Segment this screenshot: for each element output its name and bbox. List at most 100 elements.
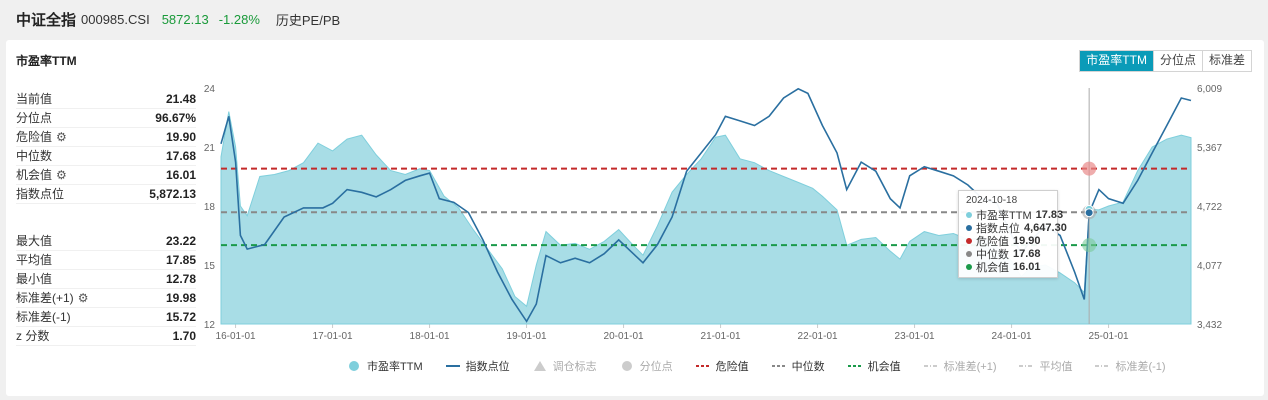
stat-row: 最大值 23.22 — [16, 232, 196, 251]
tooltip-dot-icon — [966, 237, 972, 244]
tab-percentile[interactable]: 分位点 — [1152, 51, 1202, 71]
stat-value: 15.72 — [165, 310, 196, 324]
stat-row: 最小值 12.78 — [16, 270, 196, 289]
stat-row: 平均值 17.85 — [16, 251, 196, 270]
legend-swatch-icon — [445, 365, 460, 367]
legend-item[interactable]: 机会值 — [847, 358, 901, 374]
legend-item[interactable]: 标准差(-1) — [1094, 358, 1166, 374]
view-tabs: 市盈率TTM 分位点 标准差 — [1079, 50, 1252, 72]
stat-row: 指数点位 5,872.13 — [16, 185, 196, 204]
tooltip-value: 17.68 — [1013, 247, 1041, 260]
tooltip-value: 17.83 — [1035, 208, 1064, 221]
x-tick-label: 18-01-01 — [410, 331, 450, 342]
index-name: 中证全指 — [16, 11, 77, 29]
tooltip-dot-icon — [966, 263, 972, 270]
tooltip-label: 市盈率TTM — [976, 209, 1032, 222]
tooltip-label: 中位数 — [976, 248, 1009, 261]
stat-label-text: 指数点位 — [16, 186, 65, 201]
card-title: 市盈率TTM — [16, 54, 77, 68]
y-left-tick-label: 21 — [204, 143, 216, 154]
index-price: 5872.13 — [161, 11, 209, 27]
tooltip-row: 市盈率TTM 17.83 — [966, 208, 1063, 222]
y-left-tick-label: 18 — [204, 202, 216, 213]
stat-row: 标准差(-1) 15.72 — [16, 308, 196, 327]
legend-label: 中位数 — [791, 361, 825, 373]
tooltip-value: 4,647.30 — [1024, 221, 1067, 234]
stat-label: 机会值 ⚙ — [16, 166, 67, 184]
stat-row: 分位点 96.67% — [16, 109, 196, 128]
stat-value: 19.90 — [165, 130, 196, 144]
legend-label: 调仓标志 — [552, 361, 597, 373]
legend-item[interactable]: 市盈率TTM — [346, 358, 423, 374]
stat-label-text: z 分数 — [16, 328, 50, 343]
stat-value: 21.48 — [165, 92, 196, 106]
legend-item[interactable]: 标准差(+1) — [923, 358, 996, 374]
legend-item[interactable]: 分位点 — [619, 358, 673, 374]
stat-label-text: 最小值 — [16, 271, 53, 286]
stat-label: 当前值 — [16, 90, 52, 108]
tooltip-label: 机会值 — [976, 261, 1009, 274]
stat-label-text: 标准差(-1) — [16, 309, 71, 324]
y-right-tick-label: 3,432 — [1197, 320, 1222, 331]
legend-swatch-icon — [847, 365, 862, 367]
tooltip-value: 19.90 — [1013, 234, 1041, 247]
tooltip-value: 16.01 — [1013, 260, 1041, 273]
history-pe-pb-link[interactable]: 历史PE/PB — [275, 12, 341, 28]
tooltip-dot-icon — [966, 211, 972, 218]
tooltip-row: 危险值 19.90 — [966, 234, 1050, 248]
header: 中证全指 000985.CSI 5872.13 -1.28% 历史PE/PB — [0, 0, 1268, 38]
opportunity-marker — [1082, 238, 1097, 253]
stat-label-text: 标准差(+1) — [16, 290, 74, 305]
gear-icon[interactable]: ⚙ — [77, 290, 89, 305]
tooltip-row: 指数点位 4,647.30 — [966, 221, 1067, 235]
stat-value: 12.78 — [165, 272, 196, 286]
x-tick-label: 19-01-01 — [507, 331, 547, 342]
tooltip-dot-icon — [966, 224, 972, 231]
legend-swatch-icon — [349, 361, 359, 371]
stat-label-text: 当前值 — [16, 91, 53, 106]
pe-chart: 24 21 18 15 12 6,009 5,367 4,722 4,077 3,432 16-01… — [204, 84, 1223, 342]
stat-label-text: 中位数 — [16, 148, 53, 163]
stat-label: 最大值 — [16, 232, 52, 250]
stat-row: 中位数 17.68 — [16, 147, 196, 166]
stat-label: 标准差(+1) ⚙ — [16, 289, 88, 307]
x-tick-label: 21-01-01 — [701, 331, 741, 342]
legend-swatch-icon — [621, 361, 632, 371]
legend-item[interactable]: 中位数 — [771, 358, 825, 374]
legend-label: 危险值 — [715, 361, 749, 373]
legend-item[interactable]: 指数点位 — [445, 358, 510, 374]
legend-swatch-icon — [771, 365, 786, 367]
stats-top: 当前值 21.48 分位点 96.67% 危险值 ⚙ 19.90 中位数 17.68 机会值 ⚙ 16… — [16, 90, 196, 204]
stat-value: 5,872.13 — [149, 187, 196, 201]
stat-label-text: 最大值 — [16, 233, 53, 248]
stat-row: 当前值 21.48 — [16, 90, 196, 109]
gear-icon[interactable]: ⚙ — [56, 129, 67, 144]
legend-swatch-icon — [1019, 365, 1034, 367]
stat-row: 危险值 ⚙ 19.90 — [16, 128, 196, 147]
danger-marker — [1082, 161, 1097, 176]
y-left-tick-label: 15 — [204, 261, 216, 272]
stat-label: 中位数 — [16, 147, 52, 165]
legend-swatch-icon — [533, 361, 546, 371]
stat-value: 17.85 — [165, 253, 196, 267]
legend-item[interactable]: 调仓标志 — [532, 358, 597, 374]
y-right-tick-label: 6,009 — [1197, 84, 1222, 95]
y-right-tick-label: 5,367 — [1197, 143, 1222, 154]
tab-stddev[interactable]: 标准差 — [1201, 51, 1251, 71]
legend-label: 市盈率TTM — [367, 361, 423, 373]
tooltip-row: 中位数 17.68 — [966, 247, 1050, 261]
legend-swatch-icon — [695, 365, 710, 367]
stat-label: 平均值 — [16, 251, 52, 269]
stat-value: 17.68 — [165, 149, 196, 163]
pe-chart-card: 市盈率TTM 市盈率TTM 分位点 标准差 当前值 21.48 分位点 96.67% 危… — [6, 40, 1264, 396]
stat-label: 分位点 — [16, 109, 52, 127]
tab-pe[interactable]: 市盈率TTM — [1080, 51, 1153, 71]
y-right-tick-label: 4,722 — [1197, 202, 1222, 213]
stat-value: 23.22 — [165, 234, 196, 248]
stat-value: 96.67% — [155, 111, 196, 125]
gear-icon[interactable]: ⚙ — [56, 167, 67, 182]
x-tick-label: 20-01-01 — [604, 331, 644, 342]
stat-value: 16.01 — [165, 168, 196, 182]
legend-item[interactable]: 平均值 — [1018, 358, 1072, 374]
legend-item[interactable]: 危险值 — [695, 358, 749, 374]
